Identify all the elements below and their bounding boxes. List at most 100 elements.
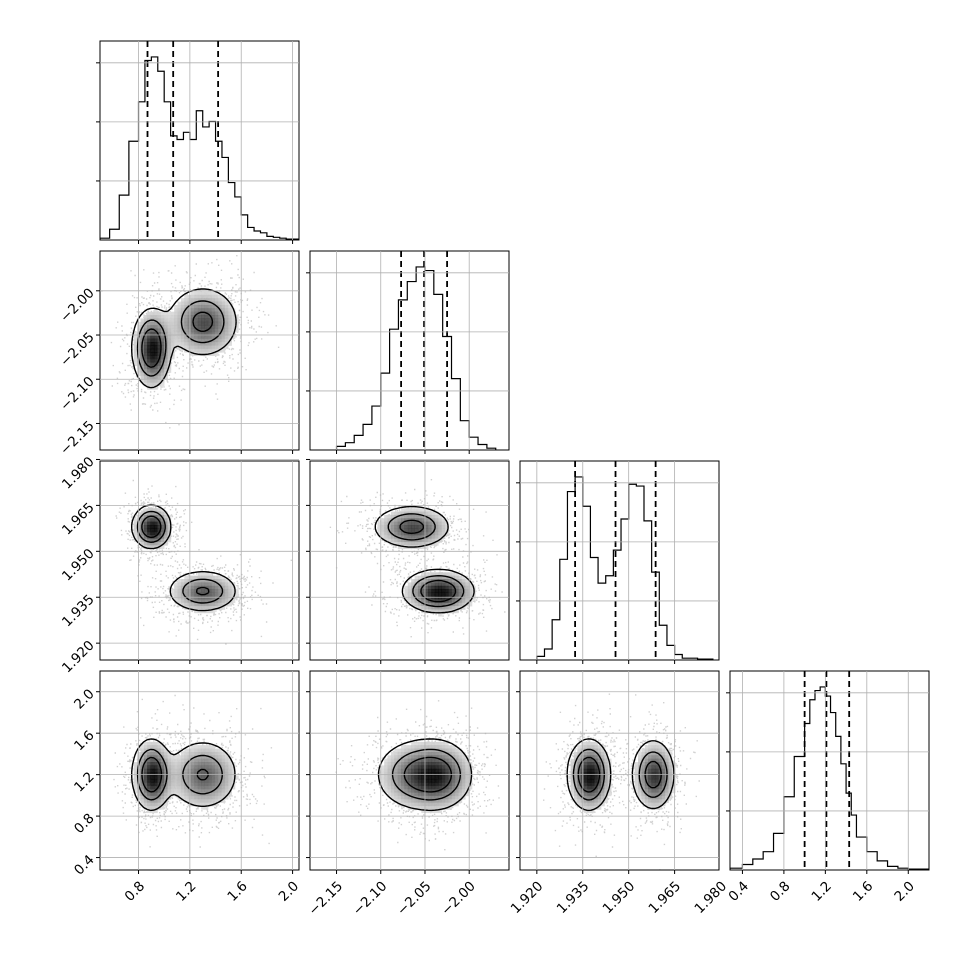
density-cell <box>411 789 415 793</box>
density-cell <box>431 595 436 600</box>
density-cell <box>421 545 426 550</box>
density-cell <box>150 751 155 756</box>
density-cell <box>658 775 663 780</box>
density-cell <box>455 765 459 770</box>
density-cell <box>164 514 168 519</box>
density-cell <box>384 762 388 766</box>
density-cell <box>461 575 466 580</box>
density-cell <box>160 342 165 346</box>
density-cell <box>471 595 476 600</box>
density-cell <box>143 789 148 793</box>
density-cell <box>164 355 168 360</box>
x-tick-label: 0.4 <box>726 878 753 905</box>
density-cell <box>211 755 216 760</box>
density-cell <box>444 582 449 587</box>
density-cell <box>421 809 426 814</box>
density-cell <box>577 748 582 753</box>
density-cell <box>573 751 578 756</box>
density-cell <box>644 748 649 753</box>
density-cell <box>668 795 673 800</box>
density-cell <box>191 606 195 610</box>
density-cell <box>444 606 449 610</box>
density-cell <box>164 521 168 526</box>
density-cell <box>397 521 402 526</box>
density-cell <box>143 535 148 539</box>
density-cell <box>204 321 209 326</box>
density-cell <box>137 372 141 377</box>
density-cell <box>153 778 158 783</box>
density-cell <box>157 328 162 333</box>
density-cell <box>211 609 216 614</box>
density-cell <box>644 775 649 780</box>
density-cell <box>461 606 466 610</box>
density-cell <box>221 768 226 773</box>
density-cell <box>658 795 663 800</box>
density-cell <box>424 545 429 550</box>
density-cell <box>157 789 162 793</box>
density-cell <box>197 338 202 343</box>
density-cell <box>648 755 652 760</box>
density-cell <box>668 751 673 756</box>
density-cell <box>160 748 165 753</box>
density-cell <box>207 592 212 597</box>
density-cell <box>143 348 148 353</box>
density-cell <box>654 789 659 793</box>
density-cell <box>147 809 151 814</box>
density-cell <box>211 582 216 587</box>
density-cell <box>137 362 141 367</box>
density-cell <box>434 609 439 614</box>
density-cell <box>658 789 663 793</box>
density-cell <box>234 328 239 333</box>
density-cell <box>180 755 185 760</box>
density-cell <box>651 792 656 797</box>
density-cell <box>191 311 195 316</box>
density-cell <box>441 778 446 783</box>
density-cell <box>421 758 426 763</box>
density-cell <box>147 338 151 343</box>
density-cell <box>143 768 148 773</box>
density-cell <box>431 805 436 810</box>
density-cell <box>458 579 463 583</box>
density-cell <box>587 792 592 797</box>
density-cell <box>137 792 141 797</box>
density-cell <box>221 789 226 793</box>
density-cell <box>431 792 436 797</box>
density-cell <box>191 778 195 783</box>
density-cell <box>641 775 646 780</box>
density-cell <box>164 331 168 336</box>
density-cell <box>587 795 592 800</box>
density-cell <box>170 311 175 316</box>
density-cell <box>638 789 642 793</box>
density-cell <box>184 758 189 763</box>
y-tick-label: 1.965 <box>59 500 98 539</box>
density-cell <box>384 521 388 526</box>
density-cell <box>204 755 209 760</box>
density-cell <box>167 775 172 780</box>
density-cell <box>211 758 216 763</box>
density-cell <box>600 792 605 797</box>
density-cell <box>150 331 155 336</box>
density-cell <box>448 606 453 610</box>
density-cell <box>661 795 666 800</box>
density-cell <box>164 328 168 333</box>
density-cell <box>174 785 178 790</box>
density-cell <box>221 599 226 604</box>
density-cell <box>133 531 138 536</box>
density-cell <box>438 762 442 766</box>
density-cell <box>424 508 429 512</box>
density-cell <box>214 602 219 607</box>
density-cell <box>180 778 185 783</box>
density-cell <box>584 762 588 766</box>
density-cell <box>407 778 412 783</box>
density-cell <box>184 785 189 790</box>
density-cell <box>421 585 426 590</box>
density-cell <box>644 758 649 763</box>
density-cell <box>448 589 453 593</box>
density-cell <box>424 518 429 523</box>
density-cell <box>177 304 182 309</box>
density-cell <box>184 579 189 583</box>
density-cell <box>143 342 148 346</box>
density-cell <box>180 782 185 787</box>
density-cell <box>421 514 426 519</box>
density-cell <box>153 768 158 773</box>
